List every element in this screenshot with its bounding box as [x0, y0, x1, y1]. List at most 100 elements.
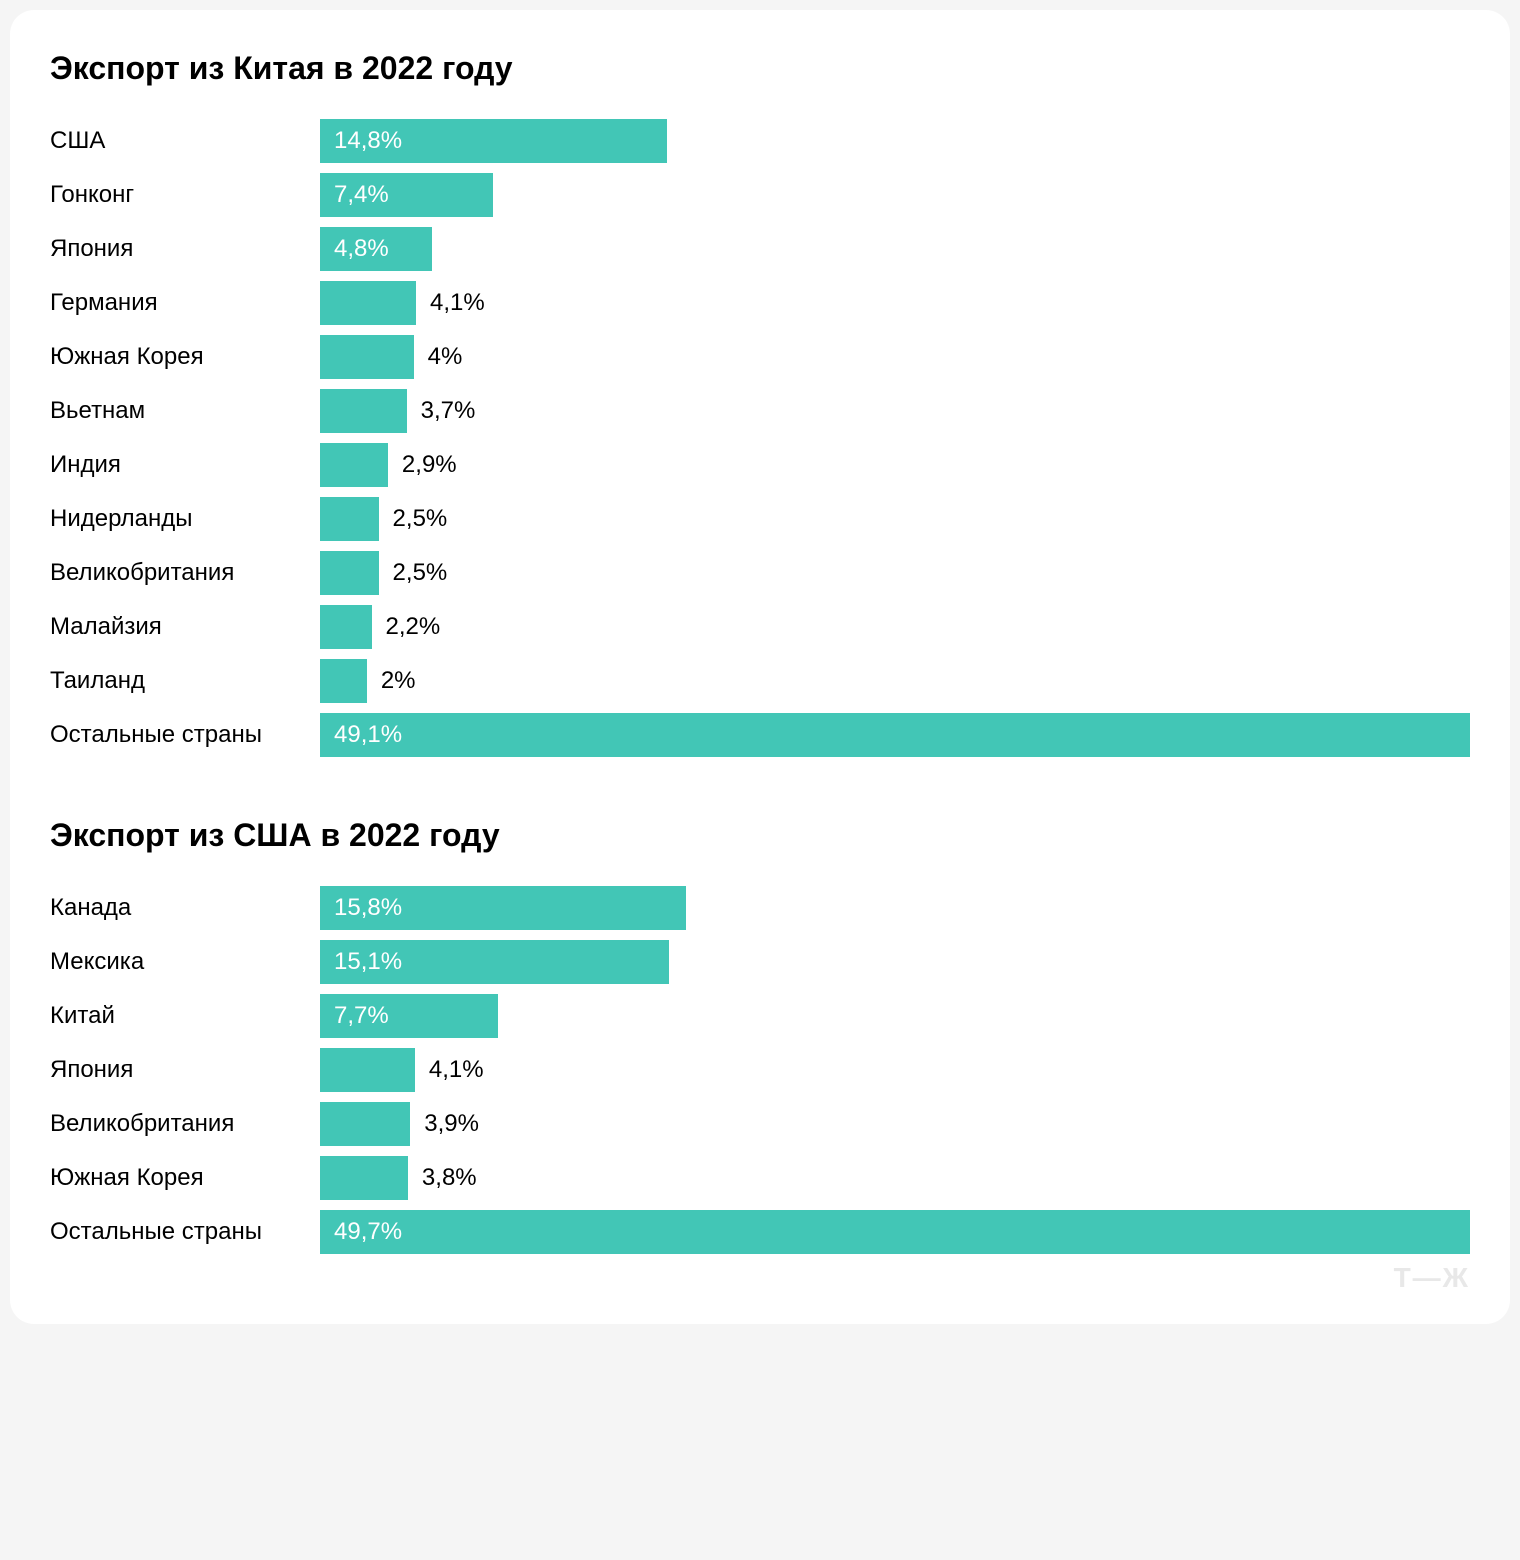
bar: [320, 335, 414, 379]
bar-area: 3,7%: [320, 389, 1470, 433]
bar: [320, 659, 367, 703]
bar-value: 7,4%: [334, 181, 389, 209]
bar-label: Япония: [50, 1056, 320, 1084]
bar-label: Гонконг: [50, 181, 320, 209]
bar-value: 2,5%: [393, 505, 448, 533]
bar-label: Индия: [50, 451, 320, 479]
bar-label: США: [50, 127, 320, 155]
chart-card: Экспорт из Китая в 2022 году США 14,8% Гонк…: [10, 10, 1510, 1324]
bar: [320, 389, 407, 433]
bar-row: Германия 4,1%: [50, 281, 1470, 325]
bar-area: 2%: [320, 659, 1470, 703]
bar-value: 3,7%: [421, 397, 476, 425]
bar-area: 2,9%: [320, 443, 1470, 487]
bar-label: Великобритания: [50, 559, 320, 587]
watermark: Т—Ж: [1394, 1262, 1470, 1294]
bar-area: 49,1%: [320, 713, 1470, 757]
bar-label: Япония: [50, 235, 320, 263]
bar-row: Гонконг 7,4%: [50, 173, 1470, 217]
charts-container: Экспорт из Китая в 2022 году США 14,8% Гонк…: [50, 50, 1470, 1254]
bar-row: Великобритания 3,9%: [50, 1102, 1470, 1146]
bar-area: 14,8%: [320, 119, 1470, 163]
bar-row: Япония 4,1%: [50, 1048, 1470, 1092]
chart-title: Экспорт из США в 2022 году: [50, 817, 1470, 854]
bar: [320, 1156, 408, 1200]
bar-value: 7,7%: [334, 1002, 389, 1030]
bar-value: 49,1%: [334, 721, 402, 749]
bar-label: Китай: [50, 1002, 320, 1030]
bar-label: Германия: [50, 289, 320, 317]
bar: 15,8%: [320, 886, 686, 930]
bar-label: Южная Корея: [50, 1164, 320, 1192]
bar-area: 4,1%: [320, 281, 1470, 325]
bar: 4,8%: [320, 227, 432, 271]
bar-value: 15,8%: [334, 894, 402, 922]
bar-area: 15,1%: [320, 940, 1470, 984]
bar-row: Таиланд 2%: [50, 659, 1470, 703]
bar-area: 2,2%: [320, 605, 1470, 649]
bar-label: Остальные страны: [50, 721, 320, 749]
bar-value: 4,1%: [430, 289, 485, 317]
bar-row: Канада 15,8%: [50, 886, 1470, 930]
bar-label: Малайзия: [50, 613, 320, 641]
bar-value: 15,1%: [334, 948, 402, 976]
bar: [320, 443, 388, 487]
bar: 15,1%: [320, 940, 669, 984]
bar: [320, 497, 379, 541]
bar-area: 3,8%: [320, 1156, 1470, 1200]
bar-row: Малайзия 2,2%: [50, 605, 1470, 649]
bar-value: 2,2%: [386, 613, 441, 641]
bar: 49,1%: [320, 713, 1470, 757]
bar-area: 15,8%: [320, 886, 1470, 930]
bar-area: 3,9%: [320, 1102, 1470, 1146]
bar-value: 2%: [381, 667, 416, 695]
bar-row: Индия 2,9%: [50, 443, 1470, 487]
bar: 14,8%: [320, 119, 667, 163]
bar-area: 4,8%: [320, 227, 1470, 271]
bar-area: 4%: [320, 335, 1470, 379]
bar-label: Великобритания: [50, 1110, 320, 1138]
bar-label: Таиланд: [50, 667, 320, 695]
bar: [320, 1102, 410, 1146]
bar: 7,7%: [320, 994, 498, 1038]
bar-label: Остальные страны: [50, 1218, 320, 1246]
bar: [320, 281, 416, 325]
bar-label: Вьетнам: [50, 397, 320, 425]
bar-value: 2,5%: [393, 559, 448, 587]
bar-area: 7,7%: [320, 994, 1470, 1038]
bar-value: 14,8%: [334, 127, 402, 155]
bar-value: 3,9%: [424, 1110, 479, 1138]
chart-section: Экспорт из США в 2022 году Канада 15,8% Мек…: [50, 817, 1470, 1254]
bar-row: Китай 7,7%: [50, 994, 1470, 1038]
bar-area: 2,5%: [320, 497, 1470, 541]
bar-row: Мексика 15,1%: [50, 940, 1470, 984]
bar-row: Великобритания 2,5%: [50, 551, 1470, 595]
bar-row: Вьетнам 3,7%: [50, 389, 1470, 433]
bar-row: Нидерланды 2,5%: [50, 497, 1470, 541]
bar-row: Остальные страны 49,1%: [50, 713, 1470, 757]
bar-value: 4,1%: [429, 1056, 484, 1084]
bar-area: 49,7%: [320, 1210, 1470, 1254]
bar-row: США 14,8%: [50, 119, 1470, 163]
bar-area: 7,4%: [320, 173, 1470, 217]
bar: [320, 605, 372, 649]
bar-value: 4%: [428, 343, 463, 371]
bar-label: Южная Корея: [50, 343, 320, 371]
bar-value: 49,7%: [334, 1218, 402, 1246]
bar: 49,7%: [320, 1210, 1470, 1254]
bar-label: Нидерланды: [50, 505, 320, 533]
bar-label: Канада: [50, 894, 320, 922]
bar-label: Мексика: [50, 948, 320, 976]
bar-row: Южная Корея 3,8%: [50, 1156, 1470, 1200]
bar-area: 4,1%: [320, 1048, 1470, 1092]
bar-value: 4,8%: [334, 235, 389, 263]
bar: [320, 551, 379, 595]
bar: [320, 1048, 415, 1092]
bar-value: 2,9%: [402, 451, 457, 479]
chart-title: Экспорт из Китая в 2022 году: [50, 50, 1470, 87]
bar-row: Южная Корея 4%: [50, 335, 1470, 379]
bar-row: Япония 4,8%: [50, 227, 1470, 271]
bar-value: 3,8%: [422, 1164, 477, 1192]
chart-section: Экспорт из Китая в 2022 году США 14,8% Гонк…: [50, 50, 1470, 757]
bar-area: 2,5%: [320, 551, 1470, 595]
